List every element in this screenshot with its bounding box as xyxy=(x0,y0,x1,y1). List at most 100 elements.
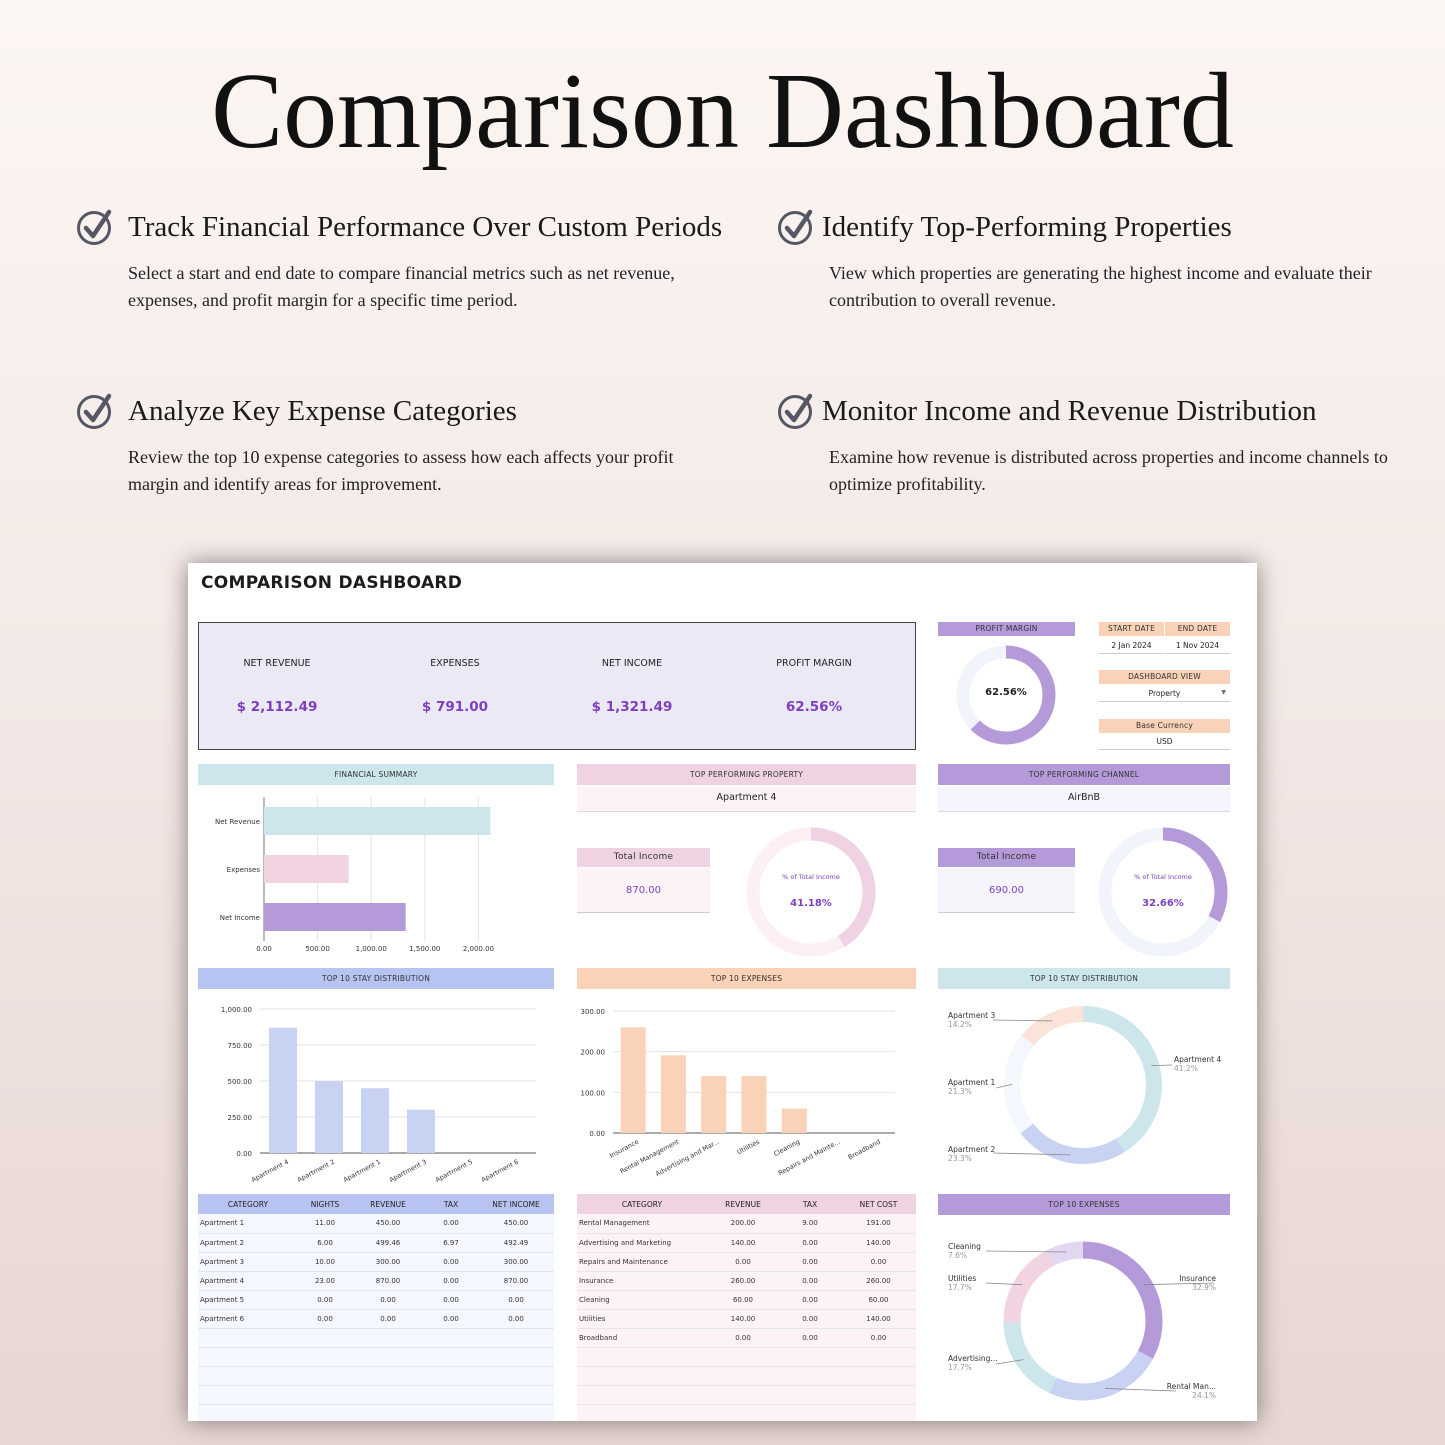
feature-body: Examine how revenue is distributed acros… xyxy=(829,447,1388,494)
category-label: Net Revenue xyxy=(215,818,260,826)
category-label: Utilities xyxy=(736,1137,762,1156)
tick-label: 1,000.00 xyxy=(356,945,387,953)
dashboard-view-label: DASHBOARD VIEW xyxy=(1099,670,1230,684)
callout-label: Advertising... xyxy=(948,1354,998,1363)
top-expenses-donut-header: TOP 10 EXPENSES xyxy=(938,1194,1230,1215)
callout-line xyxy=(1105,1388,1177,1392)
column-header: REVENUE xyxy=(725,1199,761,1209)
value-cell: 450.00 xyxy=(352,1214,424,1234)
donut-arc xyxy=(746,827,876,957)
row-label-cell: Apartment 3 xyxy=(198,1252,298,1272)
callout-line xyxy=(995,1083,1013,1089)
dashboard-view-select[interactable]: Property ▼ xyxy=(1099,687,1230,702)
callout-line xyxy=(985,1282,1023,1286)
callout-label: Apartment 1 xyxy=(948,1078,996,1087)
callout-label: Rental Man... xyxy=(1167,1382,1216,1391)
value-cell: 9.00 xyxy=(779,1214,841,1234)
empty-cell xyxy=(352,1385,424,1405)
empty-cell xyxy=(779,1347,841,1367)
kpi-label: EXPENSES xyxy=(430,658,480,669)
tick-label: 500.00 xyxy=(305,945,330,953)
value-cell: 0.00 xyxy=(352,1290,424,1310)
value-cell: 0.00 xyxy=(424,1290,478,1310)
base-currency-field[interactable]: USD xyxy=(1099,735,1230,750)
chevron-down-icon[interactable]: ▼ xyxy=(1221,689,1226,696)
top-property-header: TOP PERFORMING PROPERTY xyxy=(577,764,916,785)
stay-table-panel: CATEGORY NIGHTS REVENUE TAX NET INCOME A… xyxy=(198,1194,554,1421)
page-title: Comparison Dashboard xyxy=(211,52,1234,171)
tick-label: 0.00 xyxy=(256,945,272,953)
top-channel-pct-value: 32.66% xyxy=(1142,898,1184,909)
category-label: Insurance xyxy=(608,1138,640,1160)
tick-label: 0.00 xyxy=(236,1150,252,1158)
value-cell: 0.00 xyxy=(298,1309,352,1329)
callout-percent: 7.6% xyxy=(948,1251,967,1260)
table-row: Apartment 5 0.00 0.00 0.00 0.00 xyxy=(198,1290,554,1310)
feature-title: Monitor Income and Revenue Distribution xyxy=(822,395,1317,427)
profit-margin-header: PROFIT MARGIN xyxy=(938,622,1075,636)
row-label-cell: Insurance xyxy=(577,1271,707,1291)
stay-distribution-header: TOP 10 STAY DISTRIBUTION xyxy=(198,968,554,989)
category-label: Broadband xyxy=(847,1138,882,1162)
empty-cell xyxy=(707,1347,779,1367)
start-date-field[interactable]: 2 Jan 2024 xyxy=(1099,639,1164,654)
dashboard-sheet: COMPARISON DASHBOARD NET REVENUE EXPENSE… xyxy=(188,563,1257,1421)
dashboard-title: COMPARISON DASHBOARD xyxy=(201,573,463,593)
row-label-cell: Rental Management xyxy=(577,1214,707,1234)
empty-cell xyxy=(352,1347,424,1367)
callout-percent: 32.9% xyxy=(1192,1283,1216,1292)
callout-line xyxy=(1143,1282,1215,1286)
value-cell: 0.00 xyxy=(707,1328,779,1348)
value-cell: 0.00 xyxy=(424,1271,478,1291)
value-cell: 6.97 xyxy=(424,1233,478,1253)
stay-table: CATEGORY NIGHTS REVENUE TAX NET INCOME A… xyxy=(198,1194,554,1405)
bar xyxy=(264,903,406,931)
checkmark-circle-icon xyxy=(778,209,813,245)
expense-table-panel: CATEGORY REVENUE TAX NET COST Rental Man… xyxy=(577,1194,916,1421)
value-cell: 0.00 xyxy=(424,1309,478,1329)
callout-percent: 17.7% xyxy=(948,1283,972,1292)
financial-summary-header: FINANCIAL SUMMARY xyxy=(198,764,554,785)
top-channel-donut xyxy=(1098,827,1228,957)
bar xyxy=(741,1076,767,1133)
bar xyxy=(701,1076,727,1133)
table-header-row: CATEGORY NIGHTS REVENUE TAX NET INCOME xyxy=(198,1194,554,1214)
tick-label: 0.00 xyxy=(589,1130,605,1138)
bar xyxy=(269,1027,297,1153)
value-cell: 0.00 xyxy=(707,1252,779,1272)
row-label-cell: Broadband xyxy=(577,1328,707,1348)
category-label: Expenses xyxy=(227,866,261,874)
category-label: Apartment 5 xyxy=(434,1158,474,1184)
value-cell: 140.00 xyxy=(841,1309,916,1329)
empty-cell xyxy=(707,1385,779,1405)
empty-cell xyxy=(577,1347,707,1367)
tick-label: 500.00 xyxy=(228,1078,253,1086)
value-cell: 11.00 xyxy=(298,1214,352,1234)
row-label-cell: Apartment 4 xyxy=(198,1271,298,1291)
end-date-field[interactable]: 1 Nov 2024 xyxy=(1165,639,1230,654)
row-label-cell: Advertising and Marketing xyxy=(577,1233,707,1253)
top-property-donut xyxy=(746,827,876,957)
tick-label: 1,500.00 xyxy=(409,945,440,953)
empty-cell xyxy=(707,1366,779,1386)
callout-percent: 24.1% xyxy=(1192,1391,1216,1400)
top-channel-header: TOP PERFORMING CHANNEL xyxy=(938,764,1230,785)
empty-cell xyxy=(424,1385,478,1405)
donut-slice xyxy=(1004,1006,1162,1164)
table-row: Apartment 1 11.00 450.00 0.00 450.00 xyxy=(198,1214,554,1234)
bar xyxy=(620,1027,646,1133)
callout-label: Utilities xyxy=(948,1274,976,1283)
value-cell: 0.00 xyxy=(779,1233,841,1253)
top-channel-name: AirBnB xyxy=(938,787,1230,812)
value-cell: 870.00 xyxy=(352,1271,424,1291)
checkmark-circle-icon xyxy=(778,393,813,429)
column-header: NIGHTS xyxy=(310,1199,340,1209)
tick-label: 200.00 xyxy=(581,1049,606,1057)
callout-percent: 21.3% xyxy=(948,1087,972,1096)
kpi-label: NET INCOME xyxy=(601,658,663,669)
category-label: Cleaning xyxy=(772,1138,801,1158)
empty-cell xyxy=(478,1385,554,1405)
top-property-income-label: Total Income xyxy=(577,848,710,867)
category-label: Apartment 3 xyxy=(388,1158,428,1184)
